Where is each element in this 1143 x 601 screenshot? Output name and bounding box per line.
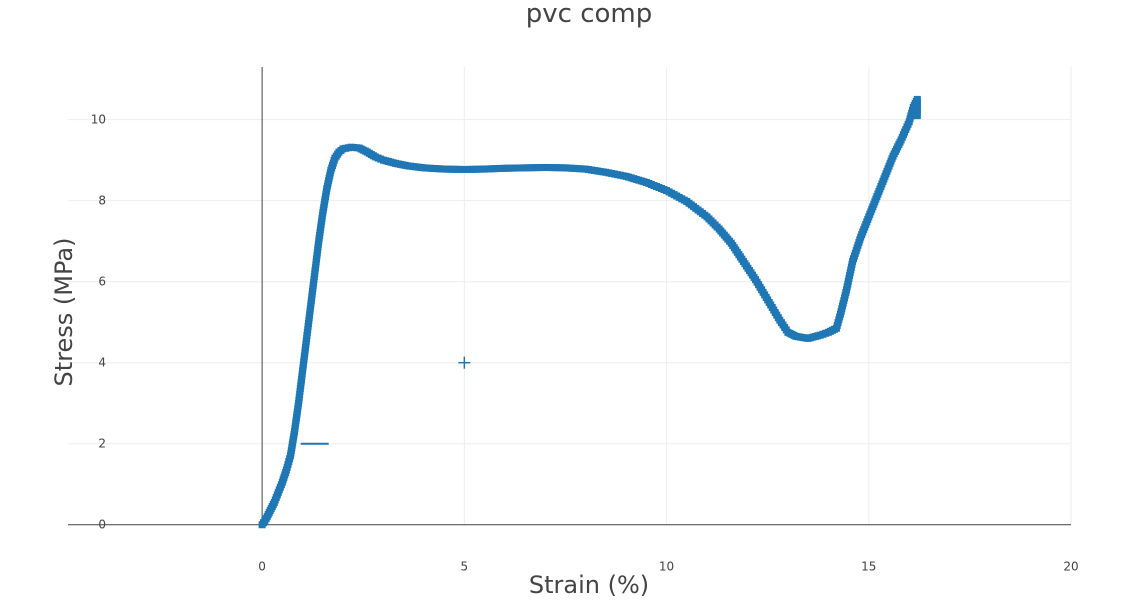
y-tick-label: 0 xyxy=(98,518,106,532)
grid xyxy=(68,67,1072,525)
zero-lines xyxy=(68,67,1071,526)
y-tick-label: 10 xyxy=(91,113,106,127)
x-tick-label: 20 xyxy=(1063,560,1078,574)
x-tick-label: 0 xyxy=(258,560,266,574)
y-tick-label: 6 xyxy=(98,275,106,289)
annotation-markers xyxy=(300,356,471,445)
x-tick-label: 5 xyxy=(461,560,469,574)
x-axis-title: Strain (%) xyxy=(529,571,649,599)
x-tick-label: 15 xyxy=(861,560,876,574)
y-tick-label: 2 xyxy=(98,437,106,451)
y-axis-ticks: 0 2 4 6 8 10 xyxy=(91,113,106,532)
y-tick-label: 8 xyxy=(98,194,106,208)
x-tick-label: 10 xyxy=(659,560,674,574)
data-points xyxy=(258,95,921,529)
chart-title: pvc comp xyxy=(526,0,652,29)
x-axis-ticks: 0 5 10 15 20 xyxy=(258,560,1078,574)
y-tick-label: 4 xyxy=(98,356,106,370)
data-point xyxy=(913,112,921,120)
y-axis-title: Stress (MPa) xyxy=(50,238,78,387)
